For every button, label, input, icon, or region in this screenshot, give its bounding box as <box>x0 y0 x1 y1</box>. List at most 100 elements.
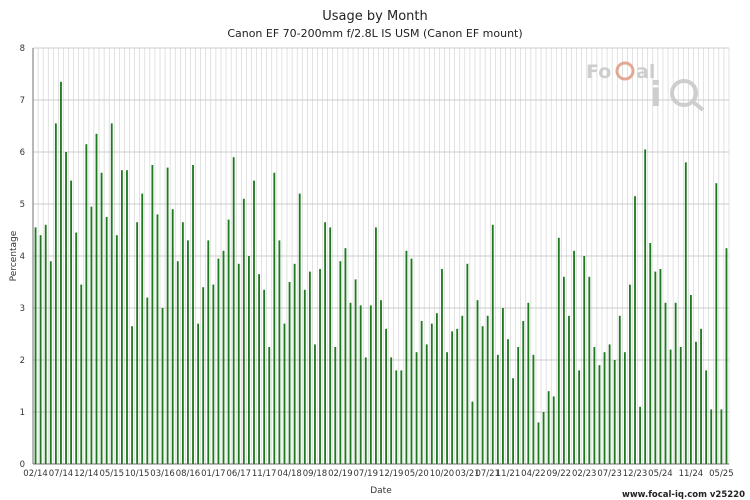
bar-01/15 <box>90 206 93 464</box>
bar-08/19 <box>369 305 372 464</box>
bar-12/16 <box>207 240 210 464</box>
bar-03/20 <box>405 250 408 464</box>
bar-02/25 <box>705 370 708 464</box>
bar-01/25 <box>700 328 702 464</box>
bar-01/21 <box>456 328 459 464</box>
bar-06/25 <box>725 248 728 464</box>
bar-08/22 <box>552 396 555 464</box>
chart-title: Usage by Month <box>322 9 427 24</box>
x-tick-label: 05/20 <box>404 469 429 479</box>
bar-11/18 <box>324 222 327 464</box>
bar-12/22 <box>573 250 575 464</box>
bar-06/17 <box>237 263 240 464</box>
bar-03/24 <box>649 243 652 464</box>
bar-07/19 <box>364 357 367 464</box>
x-tick-label: 03/21 <box>455 469 480 479</box>
bar-10/18 <box>319 269 321 464</box>
bar-02/19 <box>339 261 342 464</box>
bar-10/17 <box>258 274 260 464</box>
bar-03/16 <box>161 308 164 464</box>
bar-01/20 <box>395 370 398 464</box>
bar-05/21 <box>476 300 479 464</box>
bar-02/21 <box>461 315 464 464</box>
bar-11/23 <box>629 284 631 464</box>
focal-iq-logo: Fo al i <box>586 61 705 115</box>
bar-07/14 <box>60 81 62 465</box>
bar-12/15 <box>146 297 149 464</box>
x-tick-label: 02/19 <box>328 469 353 479</box>
bar-05/22 <box>537 422 540 464</box>
bar-02/18 <box>278 240 281 464</box>
bar-03/21 <box>466 263 469 464</box>
bar-10/14 <box>75 232 78 464</box>
bar-11/14 <box>80 284 83 464</box>
bar-09/16 <box>192 165 194 464</box>
x-tick-label: 07/14 <box>49 469 74 479</box>
x-tick-label: 02/23 <box>572 469 597 479</box>
bar-06/24 <box>664 302 667 464</box>
x-tick-label: 01/17 <box>201 469 226 479</box>
x-tick-label: 12/23 <box>623 469 648 479</box>
y-tick-label: 6 <box>20 148 25 158</box>
bar-06/16 <box>176 261 179 464</box>
chart-subtitle: Canon EF 70-200mm f/2.8L IS USM (Canon E… <box>227 27 522 40</box>
y-tick-label: 4 <box>20 252 25 262</box>
bar-01/22 <box>517 347 520 464</box>
bar-01/23 <box>578 370 581 464</box>
bar-12/21 <box>512 378 514 464</box>
bar-10/22 <box>562 276 565 464</box>
bar-02/20 <box>400 370 403 464</box>
bar-04/20 <box>410 258 413 464</box>
bar-07/16 <box>181 222 184 464</box>
x-tick-label: 09/22 <box>547 469 572 479</box>
bar-06/14 <box>54 123 57 465</box>
x-tick-label: 06/17 <box>227 469 252 479</box>
bar-09/15 <box>131 326 133 464</box>
x-tick-label: 11/21 <box>496 469 521 479</box>
bar-10/15 <box>136 222 139 464</box>
x-tick-label: 12/14 <box>74 469 99 479</box>
bar-07/20 <box>425 344 428 464</box>
y-tick-label: 1 <box>20 408 25 418</box>
bar-03/14 <box>39 235 42 464</box>
bar-11/21 <box>507 339 509 464</box>
bar-07/24 <box>669 349 672 464</box>
y-axis-label: Percentage <box>9 230 19 281</box>
bar-04/25 <box>715 183 718 464</box>
x-tick-label: 04/18 <box>277 469 302 479</box>
x-tick-label: 04/22 <box>521 469 546 479</box>
axes <box>32 48 729 465</box>
bar-12/24 <box>695 341 697 464</box>
bar-03/18 <box>283 323 286 464</box>
bar-02/15 <box>95 133 98 465</box>
bar-03/19 <box>344 248 347 464</box>
bar-05/23 <box>598 365 601 464</box>
bar-06/19 <box>359 305 362 464</box>
bar-05/17 <box>232 157 235 464</box>
bar-02/14 <box>34 227 37 464</box>
bar-07/18 <box>303 289 306 464</box>
y-tick-label: 5 <box>20 200 25 210</box>
bar-08/16 <box>187 240 189 464</box>
bar-05/15 <box>110 123 113 465</box>
bar-12/20 <box>451 331 454 464</box>
bar-01/16 <box>151 165 154 464</box>
bar-04/19 <box>349 302 352 464</box>
bar-03/15 <box>100 172 103 465</box>
bar-01/19 <box>334 347 337 464</box>
bar-01/17 <box>212 284 215 464</box>
bars <box>34 81 728 465</box>
bar-10/16 <box>197 323 200 464</box>
bar-11/22 <box>568 315 570 464</box>
x-tick-label: 10/20 <box>430 469 455 479</box>
x-tick-label: 11/24 <box>679 469 704 479</box>
bar-11/19 <box>385 328 387 464</box>
bar-09/14 <box>70 180 73 464</box>
x-tick-label: 05/15 <box>99 469 124 479</box>
bar-10/20 <box>441 269 443 464</box>
bar-11/24 <box>689 295 692 464</box>
bar-05/14 <box>49 261 52 464</box>
bar-07/17 <box>242 198 245 465</box>
bar-05/16 <box>171 209 174 464</box>
bar-04/22 <box>532 354 535 464</box>
